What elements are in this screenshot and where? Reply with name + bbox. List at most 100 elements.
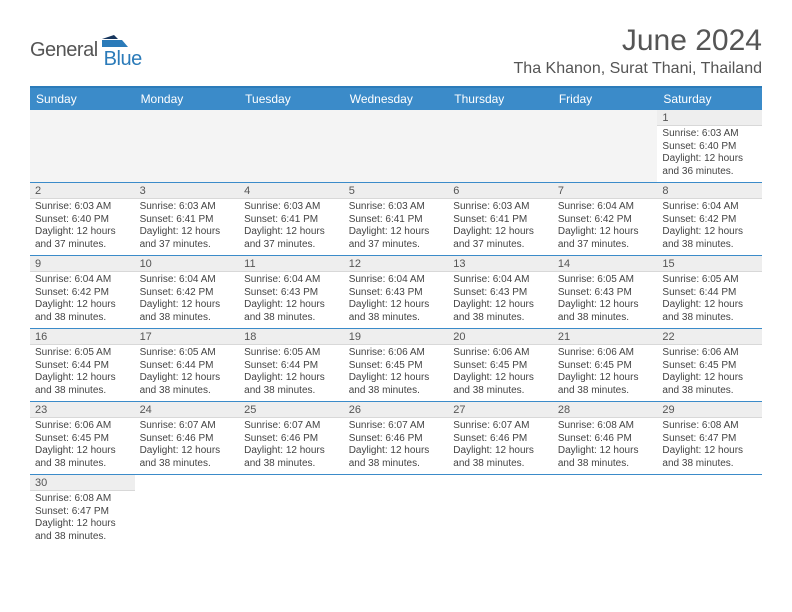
week-row: 2Sunrise: 6:03 AMSunset: 6:40 PMDaylight… bbox=[30, 183, 762, 256]
sunrise-line: Sunrise: 6:04 AM bbox=[453, 274, 548, 287]
sunrise-line: Sunrise: 6:06 AM bbox=[453, 347, 548, 360]
day-number: 3 bbox=[135, 183, 240, 199]
day-cell: 22Sunrise: 6:06 AMSunset: 6:45 PMDayligh… bbox=[657, 329, 762, 401]
day-cell: 2Sunrise: 6:03 AMSunset: 6:40 PMDaylight… bbox=[30, 183, 135, 255]
daylight-line: Daylight: 12 hours and 37 minutes. bbox=[558, 226, 653, 251]
weekday-header: Wednesday bbox=[344, 88, 449, 110]
day-number: 29 bbox=[657, 402, 762, 418]
weekday-header: Saturday bbox=[657, 88, 762, 110]
sunset-line: Sunset: 6:46 PM bbox=[558, 433, 653, 446]
day-cell: 5Sunrise: 6:03 AMSunset: 6:41 PMDaylight… bbox=[344, 183, 449, 255]
sunset-line: Sunset: 6:45 PM bbox=[35, 433, 130, 446]
day-cell bbox=[553, 475, 658, 547]
daylight-line: Daylight: 12 hours and 38 minutes. bbox=[453, 372, 548, 397]
sunrise-line: Sunrise: 6:05 AM bbox=[140, 347, 235, 360]
daylight-line: Daylight: 12 hours and 38 minutes. bbox=[558, 372, 653, 397]
logo: General Blue bbox=[30, 30, 142, 71]
daylight-line: Daylight: 12 hours and 38 minutes. bbox=[244, 372, 339, 397]
sunset-line: Sunset: 6:44 PM bbox=[244, 360, 339, 373]
daylight-line: Daylight: 12 hours and 37 minutes. bbox=[140, 226, 235, 251]
calendar: SundayMondayTuesdayWednesdayThursdayFrid… bbox=[30, 86, 762, 547]
day-cell: 1Sunrise: 6:03 AMSunset: 6:40 PMDaylight… bbox=[657, 110, 762, 182]
daylight-line: Daylight: 12 hours and 38 minutes. bbox=[558, 445, 653, 470]
week-row: 1Sunrise: 6:03 AMSunset: 6:40 PMDaylight… bbox=[30, 110, 762, 183]
daylight-line: Daylight: 12 hours and 38 minutes. bbox=[244, 445, 339, 470]
day-cell: 20 Sunrise: 6:06 AMSunset: 6:45 PMDayligh… bbox=[448, 329, 553, 401]
day-cell: 4Sunrise: 6:03 AMSunset: 6:41 PMDaylight… bbox=[239, 183, 344, 255]
day-number: 15 bbox=[657, 256, 762, 272]
weekday-header-row: SundayMondayTuesdayWednesdayThursdayFrid… bbox=[30, 88, 762, 110]
day-number: 4 bbox=[239, 183, 344, 199]
sunset-line: Sunset: 6:46 PM bbox=[453, 433, 548, 446]
day-number: 12 bbox=[344, 256, 449, 272]
day-cell: 21Sunrise: 6:06 AMSunset: 6:45 PMDayligh… bbox=[553, 329, 658, 401]
day-number: 20 bbox=[448, 329, 553, 345]
header-row: General Blue June 2024 Tha Khanon, Surat… bbox=[30, 24, 762, 78]
sunset-line: Sunset: 6:43 PM bbox=[349, 287, 444, 300]
sunset-line: Sunset: 6:40 PM bbox=[662, 141, 757, 154]
day-cell bbox=[239, 475, 344, 547]
day-cell bbox=[657, 475, 762, 547]
daylight-line: Daylight: 12 hours and 38 minutes. bbox=[662, 372, 757, 397]
sunset-line: Sunset: 6:45 PM bbox=[662, 360, 757, 373]
sunset-line: Sunset: 6:46 PM bbox=[244, 433, 339, 446]
day-cell bbox=[448, 475, 553, 547]
day-cell: 7 Sunrise: 6:04 AMSunset: 6:42 PMDaylight… bbox=[553, 183, 658, 255]
day-number: 16 bbox=[30, 329, 135, 345]
sunrise-line: Sunrise: 6:05 AM bbox=[35, 347, 130, 360]
sunset-line: Sunset: 6:42 PM bbox=[35, 287, 130, 300]
day-cell: 3Sunrise: 6:03 AMSunset: 6:41 PMDaylight… bbox=[135, 183, 240, 255]
sunrise-line: Sunrise: 6:04 AM bbox=[244, 274, 339, 287]
day-cell: 17Sunrise: 6:05 AMSunset: 6:44 PMDayligh… bbox=[135, 329, 240, 401]
day-cell: 30Sunrise: 6:08 AMSunset: 6:47 PMDayligh… bbox=[30, 475, 135, 547]
day-cell: 14Sunrise: 6:05 AMSunset: 6:43 PMDayligh… bbox=[553, 256, 658, 328]
day-cell bbox=[135, 110, 240, 182]
sunset-line: Sunset: 6:44 PM bbox=[662, 287, 757, 300]
week-row: 23Sunrise: 6:06 AMSunset: 6:45 PMDayligh… bbox=[30, 402, 762, 475]
sunrise-line: Sunrise: 6:08 AM bbox=[558, 420, 653, 433]
sunrise-line: Sunrise: 6:07 AM bbox=[244, 420, 339, 433]
day-number: 8 bbox=[657, 183, 762, 199]
sunset-line: Sunset: 6:44 PM bbox=[140, 360, 235, 373]
week-row: 30Sunrise: 6:08 AMSunset: 6:47 PMDayligh… bbox=[30, 475, 762, 547]
sunrise-line: Sunrise: 6:04 AM bbox=[558, 201, 653, 214]
day-cell: 8Sunrise: 6:04 AMSunset: 6:42 PMDaylight… bbox=[657, 183, 762, 255]
day-cell: 29Sunrise: 6:08 AMSunset: 6:47 PMDayligh… bbox=[657, 402, 762, 474]
daylight-line: Daylight: 12 hours and 38 minutes. bbox=[140, 299, 235, 324]
daylight-line: Daylight: 12 hours and 38 minutes. bbox=[349, 299, 444, 324]
daylight-line: Daylight: 12 hours and 38 minutes. bbox=[35, 445, 130, 470]
day-number: 27 bbox=[448, 402, 553, 418]
day-number: 28 bbox=[553, 402, 658, 418]
day-number: 14 bbox=[553, 256, 658, 272]
sunrise-line: Sunrise: 6:07 AM bbox=[140, 420, 235, 433]
sunset-line: Sunset: 6:41 PM bbox=[140, 214, 235, 227]
logo-text-blue: Blue bbox=[104, 48, 142, 71]
month-title: June 2024 bbox=[514, 24, 762, 58]
day-cell bbox=[344, 475, 449, 547]
daylight-line: Daylight: 12 hours and 38 minutes. bbox=[662, 226, 757, 251]
calendar-page: General Blue June 2024 Tha Khanon, Surat… bbox=[0, 0, 792, 547]
sunrise-line: Sunrise: 6:04 AM bbox=[349, 274, 444, 287]
day-number: 2 bbox=[30, 183, 135, 199]
sunrise-line: Sunrise: 6:04 AM bbox=[140, 274, 235, 287]
sunset-line: Sunset: 6:41 PM bbox=[453, 214, 548, 227]
sunrise-line: Sunrise: 6:03 AM bbox=[244, 201, 339, 214]
day-number: 18 bbox=[239, 329, 344, 345]
day-cell bbox=[135, 475, 240, 547]
weekday-header: Friday bbox=[553, 88, 658, 110]
sunset-line: Sunset: 6:45 PM bbox=[453, 360, 548, 373]
day-number: 7 bbox=[553, 183, 658, 199]
sunset-line: Sunset: 6:41 PM bbox=[349, 214, 444, 227]
sunset-line: Sunset: 6:42 PM bbox=[558, 214, 653, 227]
day-cell: 24Sunrise: 6:07 AMSunset: 6:46 PMDayligh… bbox=[135, 402, 240, 474]
sunrise-line: Sunrise: 6:03 AM bbox=[349, 201, 444, 214]
day-number: 26 bbox=[344, 402, 449, 418]
daylight-line: Daylight: 12 hours and 38 minutes. bbox=[453, 445, 548, 470]
day-number: 24 bbox=[135, 402, 240, 418]
daylight-line: Daylight: 12 hours and 38 minutes. bbox=[349, 445, 444, 470]
day-number: 6 bbox=[448, 183, 553, 199]
sunrise-line: Sunrise: 6:06 AM bbox=[349, 347, 444, 360]
daylight-line: Daylight: 12 hours and 37 minutes. bbox=[349, 226, 444, 251]
day-cell: 9Sunrise: 6:04 AMSunset: 6:42 PMDaylight… bbox=[30, 256, 135, 328]
weekday-header: Sunday bbox=[30, 88, 135, 110]
